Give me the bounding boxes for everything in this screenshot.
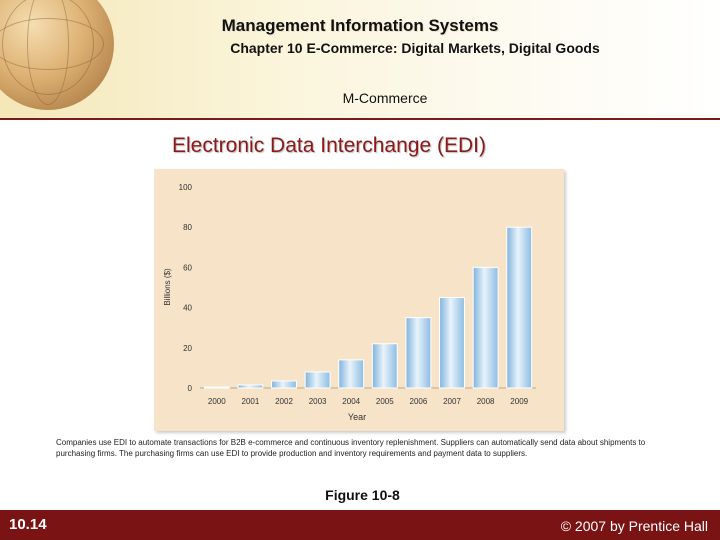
bar-2009 — [506, 226, 533, 389]
slide-title: Electronic Data Interchange (EDI) — [172, 134, 486, 157]
x-tick-label: 2007 — [443, 397, 461, 406]
x-tick-label: 2002 — [275, 397, 293, 406]
x-tick-label: 2004 — [342, 397, 360, 406]
figure-label: Figure 10-8 — [325, 487, 400, 503]
y-tick-label: 60 — [183, 263, 192, 272]
x-axis-label: Year — [348, 412, 366, 422]
y-tick-label: 100 — [179, 183, 193, 192]
y-tick-label: 20 — [183, 344, 192, 353]
x-tick-label: 2001 — [242, 397, 260, 406]
chart-container: 0 20 40 60 80 100 2000 2001 2002 2003 2004 2005 200… — [154, 169, 564, 431]
x-tick-label: 2000 — [208, 397, 226, 406]
globe-icon — [0, 0, 114, 110]
slide-footer: 10.14 © 2007 by Prentice Hall — [0, 510, 720, 540]
figure-caption: Companies use EDI to automate transactio… — [56, 438, 646, 458]
section-title: M-Commerce — [342, 90, 428, 106]
bar-chart: 0 20 40 60 80 100 2000 2001 2002 2003 2004 2005 200… — [163, 183, 536, 422]
copyright-notice: © 2007 by Prentice Hall — [560, 518, 708, 534]
bar-2005 — [371, 343, 398, 389]
bar-2006 — [405, 317, 432, 389]
y-tick-label: 0 — [188, 384, 193, 393]
x-tick-label: 2005 — [376, 397, 394, 406]
bar-2004 — [338, 359, 365, 389]
slide-number: 10.14 — [9, 516, 47, 533]
y-axis-label: Billions ($) — [163, 268, 172, 306]
chapter-title: Chapter 10 E-Commerce: Digital Markets, … — [230, 40, 600, 56]
bar-2001 — [237, 384, 264, 389]
course-title: Management Information Systems — [221, 16, 499, 35]
x-tick-label: 2006 — [410, 397, 428, 406]
y-tick-label: 40 — [183, 304, 192, 313]
slide-header: Management Information Systems Chapter 1… — [0, 0, 720, 118]
x-tick-label: 2009 — [510, 397, 528, 406]
header-divider — [0, 118, 720, 120]
x-tick-label: 2008 — [477, 397, 495, 406]
bar-2008 — [472, 266, 499, 389]
bar-2007 — [439, 297, 465, 389]
bar-2003 — [304, 371, 331, 389]
bar-2000 — [203, 386, 230, 389]
bar-2002 — [271, 380, 297, 389]
x-tick-label: 2003 — [309, 397, 327, 406]
y-tick-label: 80 — [183, 223, 192, 232]
